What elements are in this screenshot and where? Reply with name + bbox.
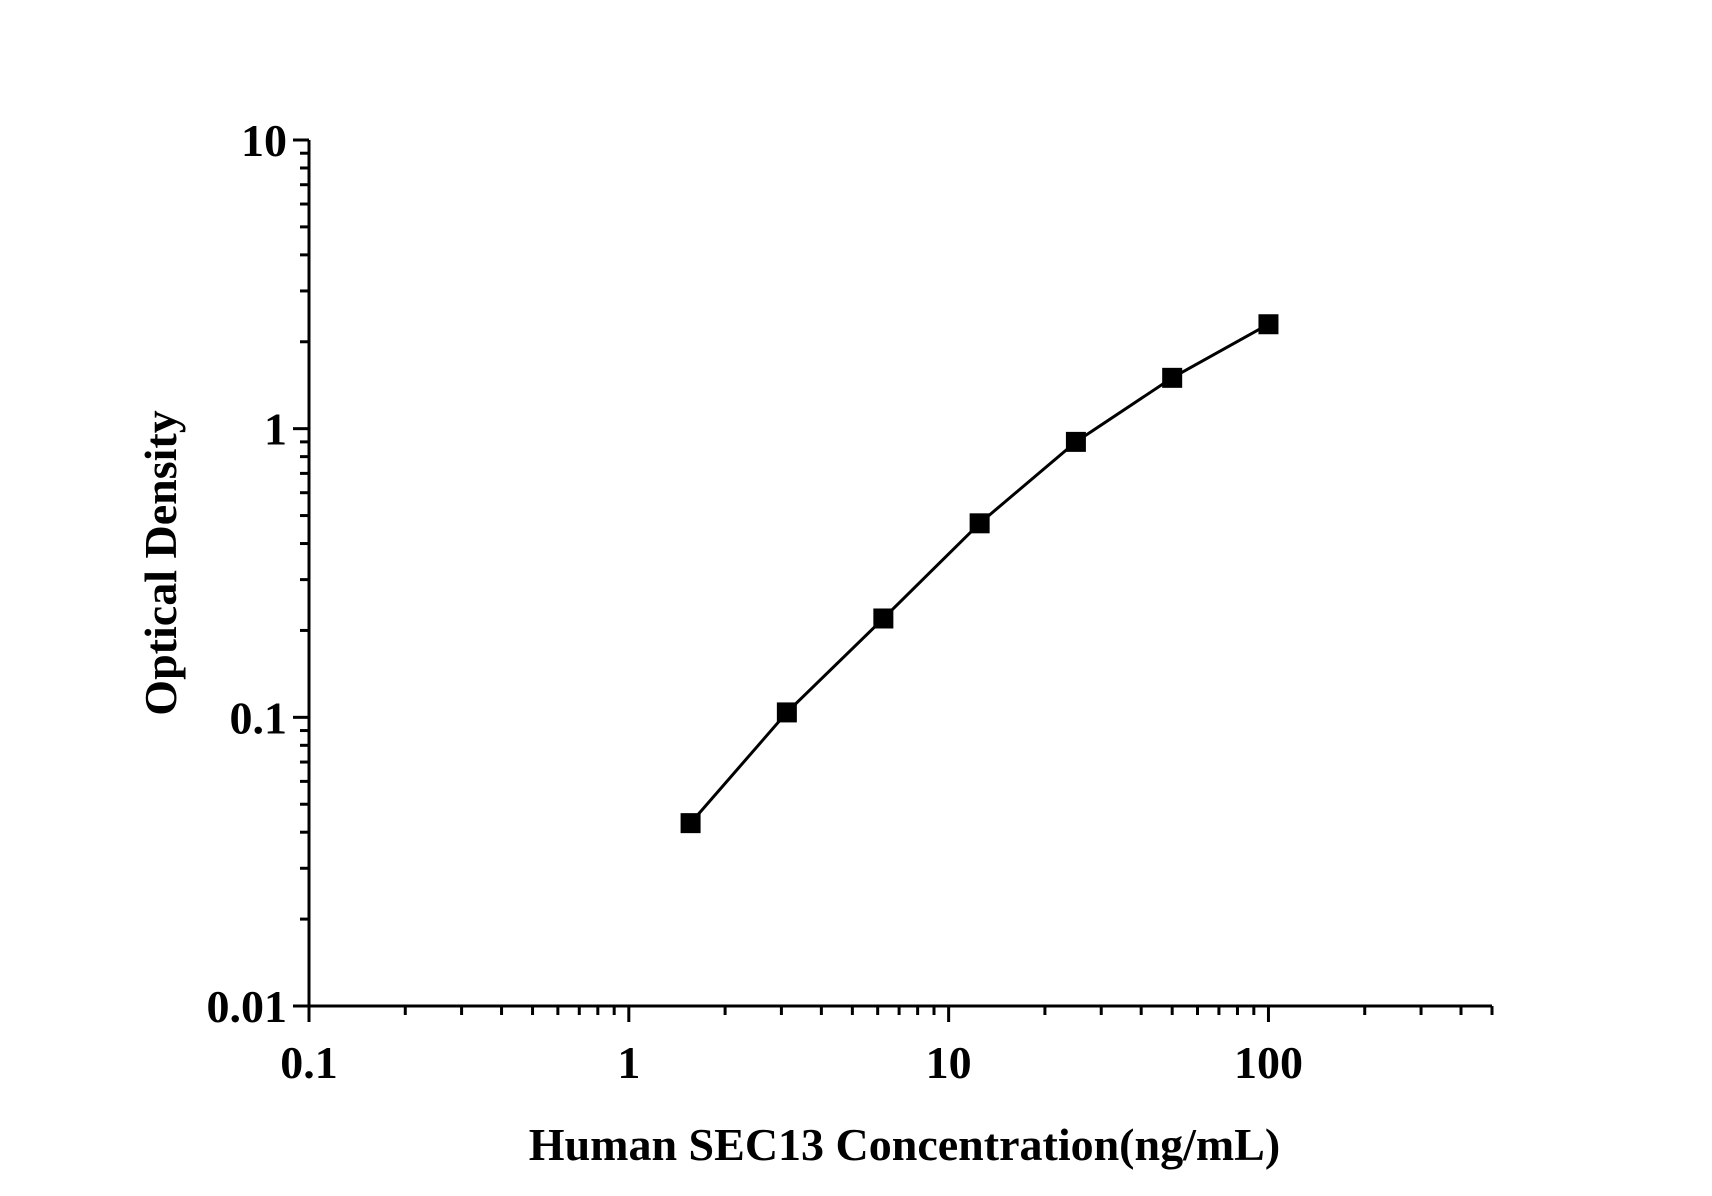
data-point [969, 513, 990, 534]
series-layer [680, 314, 1279, 834]
x-axis-title: Human SEC13 Concentration(ng/mL) [529, 1119, 1280, 1170]
y-tick-label: 1 [264, 404, 287, 455]
x-axis-tick-labels: 0.1 1 10 100 [280, 1037, 1303, 1088]
data-point [680, 813, 701, 834]
y-axis-ticks [293, 138, 309, 1008]
data-point [1162, 367, 1183, 388]
axes [307, 140, 1492, 1008]
x-tick-label: 100 [1234, 1037, 1303, 1088]
y-tick-label: 0.01 [207, 981, 288, 1032]
data-point [1258, 314, 1279, 335]
y-tick-label: 0.1 [230, 692, 288, 743]
data-point [1065, 431, 1086, 452]
x-tick-label: 10 [926, 1037, 972, 1088]
y-tick-label: 10 [241, 115, 287, 166]
data-point [873, 608, 894, 629]
y-axis-tick-labels: 0.01 0.1 1 10 [207, 115, 288, 1032]
x-axis-ticks [307, 1006, 1494, 1022]
series-line [689, 322, 1270, 825]
x-tick-label: 1 [617, 1037, 640, 1088]
data-point [776, 702, 797, 723]
y-axis-title: Optical Density [135, 410, 186, 715]
x-tick-label: 0.1 [280, 1037, 338, 1088]
